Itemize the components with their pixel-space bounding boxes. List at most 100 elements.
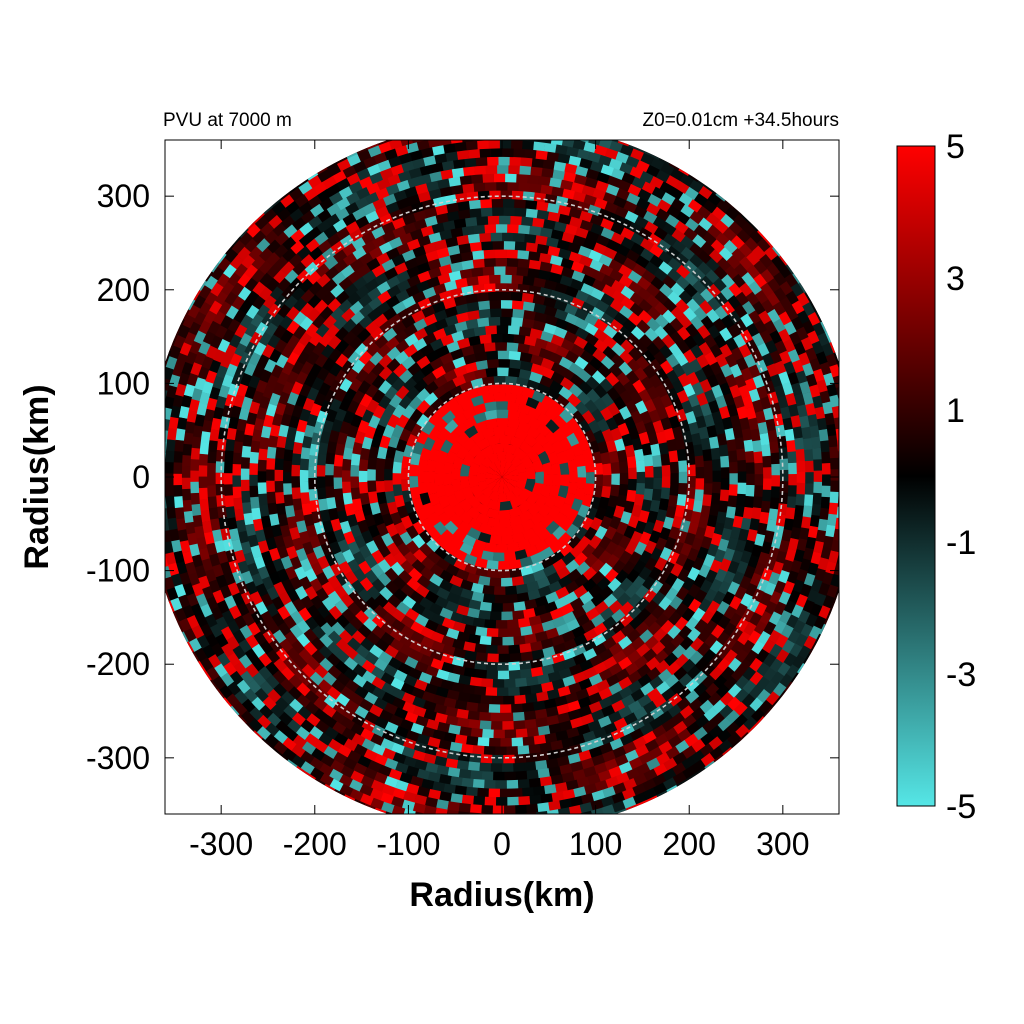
field-cell <box>701 662 716 677</box>
field-cell <box>484 779 496 790</box>
field-cell <box>271 612 285 628</box>
field-cell <box>558 485 570 499</box>
field-cell <box>634 541 648 556</box>
field-cell <box>500 704 512 714</box>
field-cell <box>438 263 453 276</box>
field-cell <box>754 485 764 497</box>
field-cell <box>463 424 478 439</box>
field-cell <box>439 186 453 197</box>
field-cell <box>714 371 728 386</box>
field-cell <box>416 399 431 415</box>
field-cell <box>650 706 665 720</box>
field-cell <box>499 383 512 394</box>
field-cell <box>520 157 533 167</box>
field-cell <box>344 435 356 450</box>
field-cell <box>510 475 520 482</box>
field-cell <box>182 499 193 513</box>
field-cell <box>283 402 295 416</box>
field-cell <box>530 512 545 527</box>
field-cell <box>429 573 444 588</box>
field-cell <box>540 366 555 379</box>
field-cell <box>549 177 562 188</box>
field-cell <box>416 733 431 746</box>
field-cell <box>565 321 580 335</box>
field-cell <box>327 590 342 606</box>
field-cell <box>504 392 518 403</box>
field-cell <box>468 199 481 210</box>
field-cell <box>303 628 318 643</box>
field-cell <box>680 235 695 250</box>
field-cell <box>458 802 471 813</box>
y-tick-label: 300 <box>97 178 150 214</box>
field-cell <box>665 505 677 519</box>
field-cell <box>506 140 519 141</box>
field-cell <box>382 327 398 342</box>
field-cell <box>716 511 728 524</box>
field-cell <box>716 256 732 272</box>
field-cell <box>559 462 570 475</box>
field-cell <box>574 317 589 331</box>
field-cell <box>581 757 595 770</box>
x-tick-label: 300 <box>756 826 809 862</box>
field-cell <box>426 526 441 542</box>
field-cell <box>502 468 509 477</box>
field-cell <box>690 344 704 359</box>
field-cell <box>610 461 621 474</box>
field-cell <box>700 609 715 625</box>
field-cell <box>511 274 524 285</box>
field-cell <box>240 479 250 492</box>
field-cell <box>521 518 536 532</box>
field-cell <box>201 419 213 433</box>
field-cell <box>496 325 509 334</box>
field-cell <box>516 173 528 184</box>
field-cell <box>731 549 744 564</box>
field-cell <box>660 416 673 431</box>
field-cell <box>666 369 680 384</box>
field-cell <box>451 467 461 481</box>
field-cell <box>683 259 698 274</box>
field-cell <box>310 562 324 577</box>
field-cell <box>729 612 743 627</box>
field-cell <box>181 488 192 501</box>
field-cell <box>599 585 614 600</box>
field-cell <box>426 459 437 472</box>
field-cell <box>296 245 312 260</box>
field-cell <box>591 613 606 628</box>
field-cell <box>500 274 512 284</box>
field-cell <box>296 693 311 709</box>
field-cell <box>413 378 428 393</box>
field-cell <box>468 761 481 772</box>
field-cell <box>510 495 525 510</box>
field-cell <box>731 273 746 288</box>
x-tick-label: 200 <box>663 826 716 862</box>
field-cell <box>256 620 270 635</box>
field-cell <box>293 655 308 671</box>
field-cell <box>476 493 491 508</box>
field-cell <box>343 387 357 402</box>
field-cell <box>472 745 485 755</box>
field-cell <box>720 478 730 490</box>
field-cell <box>316 273 331 288</box>
field-cell <box>600 292 615 306</box>
field-cell <box>266 620 280 635</box>
field-cell <box>500 123 512 132</box>
field-cell <box>704 351 718 366</box>
field-cell <box>583 766 597 778</box>
field-cell <box>321 357 336 372</box>
field-cell <box>410 349 425 363</box>
field-cell <box>737 482 747 495</box>
field-cell <box>706 308 720 323</box>
field-cell <box>618 361 633 376</box>
field-cell <box>457 209 471 220</box>
field-cell <box>804 460 815 473</box>
field-cell <box>386 542 400 557</box>
field-cell <box>308 246 323 261</box>
field-cell <box>272 269 287 284</box>
field-cell <box>335 614 350 629</box>
field-cell <box>533 277 546 288</box>
field-cell <box>733 303 748 319</box>
field-cell <box>664 572 679 587</box>
field-cell <box>697 642 712 657</box>
field-cell <box>473 368 487 380</box>
field-cell <box>440 679 454 691</box>
